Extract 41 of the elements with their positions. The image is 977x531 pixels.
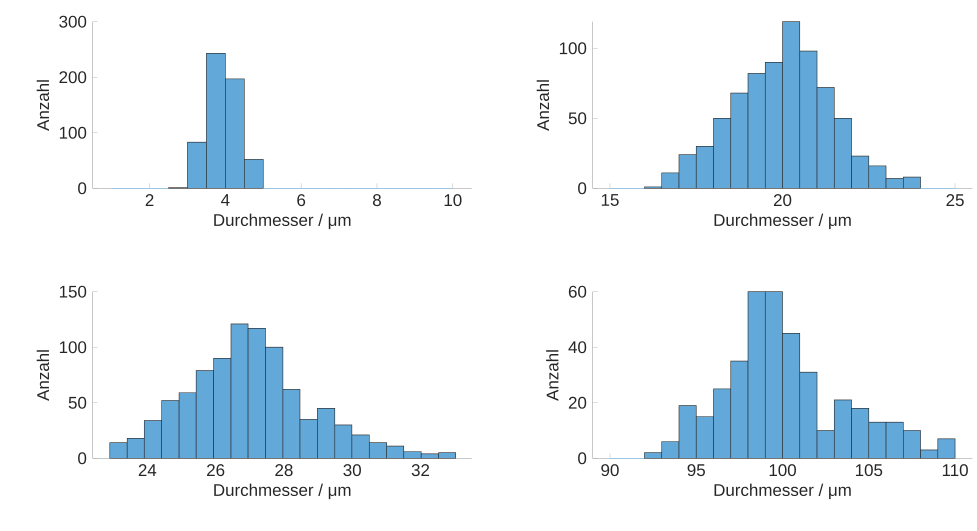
x-axis-title: Durchmesser / μm (214, 484, 350, 500)
x-tick-label: 6 (297, 194, 306, 206)
x-tick-label: 4 (221, 194, 230, 206)
x-tick-label: 105 (856, 464, 882, 476)
x-tick-label: 8 (372, 194, 381, 206)
x-tick-label: 95 (688, 464, 705, 476)
y-tick-label: 50 (68, 396, 86, 409)
x-axis-title: Durchmesser / μm (714, 484, 851, 500)
y-tick-label: 0 (78, 452, 86, 464)
y-tick-label: 20 (568, 396, 586, 409)
y-axis-title: Anzahl (536, 80, 550, 131)
x-tick-label: 24 (138, 464, 156, 476)
y-tick-label: 0 (578, 452, 586, 464)
y-tick-label: 100 (60, 126, 86, 139)
x-tick-label: 28 (275, 464, 293, 476)
x-tick-label: 2 (146, 194, 154, 206)
x-tick-label: 32 (412, 464, 430, 476)
x-axis-title: Durchmesser / μm (214, 214, 350, 230)
x-axis-title: Durchmesser / μm (714, 214, 851, 230)
y-tick-label: 200 (59, 71, 86, 84)
x-tick-label: 10 (444, 194, 462, 206)
y-tick-label: 300 (59, 16, 86, 28)
y-axis-title: Anzahl (36, 80, 50, 131)
y-tick-label: 60 (568, 286, 586, 298)
x-tick-label: 100 (770, 464, 796, 476)
y-tick-label: 100 (60, 341, 86, 354)
x-tick-label: 20 (774, 194, 792, 206)
y-tick-label: 40 (568, 341, 586, 354)
x-tick-label: 25 (946, 194, 964, 206)
y-axis-title: Anzahl (36, 350, 50, 401)
y-tick-label: 150 (60, 286, 86, 298)
x-tick-label: 90 (601, 464, 619, 476)
y-tick-label: 0 (78, 182, 86, 194)
x-tick-label: 26 (207, 464, 224, 476)
y-tick-label: 0 (578, 182, 586, 194)
y-tick-label: 50 (568, 112, 586, 124)
x-tick-label: 110 (942, 464, 968, 476)
y-axis-title: Anzahl (546, 350, 559, 401)
x-tick-label: 15 (602, 194, 619, 206)
x-tick-label: 30 (343, 464, 361, 476)
y-tick-label: 100 (560, 42, 586, 54)
